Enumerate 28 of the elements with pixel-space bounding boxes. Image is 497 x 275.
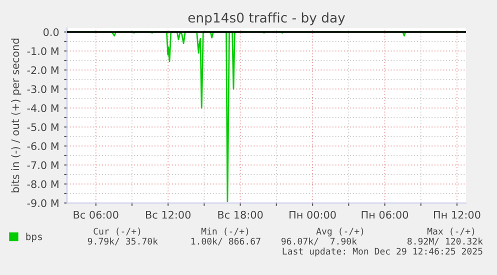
y-tick-label: -6.0 M bbox=[27, 142, 58, 150]
text: 96.07k/ 7.90k bbox=[281, 238, 357, 246]
text: Last update: Mon Dec 29 12:46:25 2025 bbox=[282, 248, 482, 256]
x-tick-label: Пн 12:00 bbox=[434, 210, 480, 219]
y-tick-label: 0.0 bbox=[43, 28, 59, 36]
text: 1.00k/ 866.67 bbox=[191, 238, 260, 246]
x-tick-label: Вс 12:00 bbox=[146, 210, 191, 219]
y-tick-label: -8.0 M bbox=[27, 180, 58, 188]
x-tick-label: Пн 00:00 bbox=[290, 210, 336, 219]
text: 9.79k/ 35.70k bbox=[88, 238, 158, 246]
y-tick-label: -3.0 M bbox=[27, 85, 58, 94]
y-tick-label: -9.0 M bbox=[27, 199, 58, 208]
text: Min (-/+) bbox=[201, 228, 248, 236]
y-tick-label: -1.0 M bbox=[27, 47, 58, 56]
chart-title: enp14s0 traffic - by day bbox=[188, 12, 346, 26]
x-tick-label: Пн 06:00 bbox=[362, 210, 408, 219]
y-axis-title: bits in (-) / out (+) per second bbox=[11, 38, 22, 192]
y-tick-label: -4.0 M bbox=[27, 104, 58, 112]
text: Max (-/+) bbox=[427, 228, 474, 236]
y-tick-label: -5.0 M bbox=[27, 123, 58, 132]
x-tick-label: Вс 18:00 bbox=[218, 210, 263, 219]
y-tick-label: -2.0 M bbox=[27, 66, 58, 74]
text: Cur (-/+) bbox=[94, 228, 140, 236]
y-tick-label: -7.0 M bbox=[27, 161, 58, 170]
x-tick-label: Вс 06:00 bbox=[74, 210, 118, 219]
text: 8.92M/ 120.32k bbox=[407, 238, 483, 246]
text: Avg (-/+) bbox=[316, 228, 364, 236]
legend-label: bps bbox=[26, 232, 42, 242]
